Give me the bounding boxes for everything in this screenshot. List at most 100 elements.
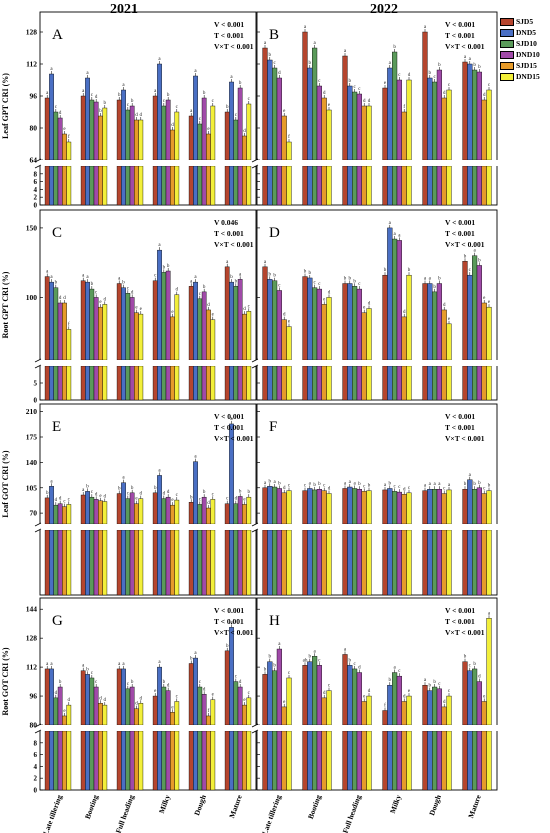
bar (486, 89, 492, 161)
significance-label: b (131, 680, 134, 685)
significance-label: d (176, 288, 179, 293)
y-tick-label: 70 (30, 509, 38, 518)
bar-lower (102, 529, 108, 596)
stats-text: V < 0.001 (445, 20, 475, 29)
bar (276, 77, 283, 161)
bar (441, 706, 447, 726)
bar-lower (396, 730, 403, 791)
bar (206, 133, 211, 161)
significance-label: b (239, 489, 242, 494)
bar-lower (80, 730, 86, 791)
x-tick-label: Milky (388, 793, 403, 814)
bar-lower (446, 365, 452, 401)
significance-label: b (349, 79, 352, 84)
bar (237, 87, 243, 161)
significance-label: d (104, 698, 107, 703)
bar (242, 135, 247, 161)
bar (286, 326, 292, 361)
bar (138, 703, 144, 726)
significance-label: a (353, 481, 356, 486)
bar-lower (246, 529, 252, 596)
panel-frame (39, 209, 257, 401)
bar (406, 695, 412, 726)
bar (432, 81, 438, 161)
significance-label: c (199, 292, 202, 297)
significance-label: e (283, 109, 286, 114)
bar-lower (342, 365, 348, 401)
bar (246, 496, 252, 525)
y-tick-label: 112 (26, 663, 37, 672)
bar-lower (262, 165, 268, 206)
bar (387, 227, 393, 361)
bar-lower (229, 365, 234, 401)
bar (157, 63, 162, 161)
axis-break-mark (251, 522, 259, 533)
panel-letter: H (269, 613, 280, 629)
bar-lower (467, 730, 473, 791)
bar-lower (233, 365, 239, 401)
significance-label: d (171, 123, 174, 128)
significance-label: a (429, 482, 432, 487)
bar-lower (326, 365, 332, 401)
bar-lower (366, 365, 372, 401)
bar (272, 67, 278, 161)
x-tick-label: Full heading (114, 793, 136, 833)
bar (206, 507, 211, 525)
significance-label: f (288, 135, 290, 140)
bar (281, 115, 287, 161)
bar-lower (152, 529, 158, 596)
bar-lower (392, 165, 398, 206)
bar-lower (233, 529, 239, 596)
bar (347, 665, 353, 726)
bar-lower (262, 730, 268, 791)
significance-label: a (82, 664, 85, 669)
stats-text: V×T < 0.001 (214, 42, 254, 51)
axis-break-mark (251, 158, 259, 169)
significance-label: d (163, 492, 166, 497)
bar-lower (116, 529, 122, 596)
axis-break (39, 524, 257, 530)
significance-label: e (212, 693, 215, 698)
significance-label: b (464, 254, 467, 259)
significance-label: a (122, 662, 125, 667)
bar (472, 489, 478, 525)
bar-lower (170, 165, 175, 206)
significance-label: b (86, 484, 89, 489)
stats-text: V < 0.001 (214, 412, 244, 421)
significance-label: c (248, 97, 251, 102)
significance-label: e (63, 127, 66, 132)
bar-lower (312, 365, 318, 401)
bar (481, 302, 487, 361)
bar-lower (62, 529, 67, 596)
significance-label: a (424, 25, 427, 30)
bar-lower (366, 529, 372, 596)
bar-lower (121, 529, 126, 596)
bar (361, 491, 367, 525)
significance-label: d (99, 696, 102, 701)
significance-label: a (158, 57, 161, 62)
bar-lower (441, 529, 447, 596)
bar-lower (347, 529, 353, 596)
bar-lower (352, 365, 358, 401)
significance-label: e (483, 296, 486, 301)
bar-lower (352, 730, 358, 791)
significance-label: b (59, 680, 62, 685)
bar-lower (382, 529, 388, 596)
bar (121, 482, 126, 525)
panel-frame (256, 11, 498, 206)
bar-lower (80, 529, 86, 596)
bar-lower (481, 165, 487, 206)
bar (467, 670, 473, 726)
bar-lower (197, 529, 203, 596)
significance-label: b (478, 481, 481, 486)
significance-label: c (248, 691, 251, 696)
significance-label: c (199, 680, 202, 685)
bar (392, 238, 398, 361)
bar-lower (206, 365, 211, 401)
significance-label: a (344, 49, 347, 54)
significance-label: c (273, 61, 276, 66)
significance-label: a (438, 482, 441, 487)
significance-label: b (269, 272, 272, 277)
significance-label: a (118, 277, 121, 282)
